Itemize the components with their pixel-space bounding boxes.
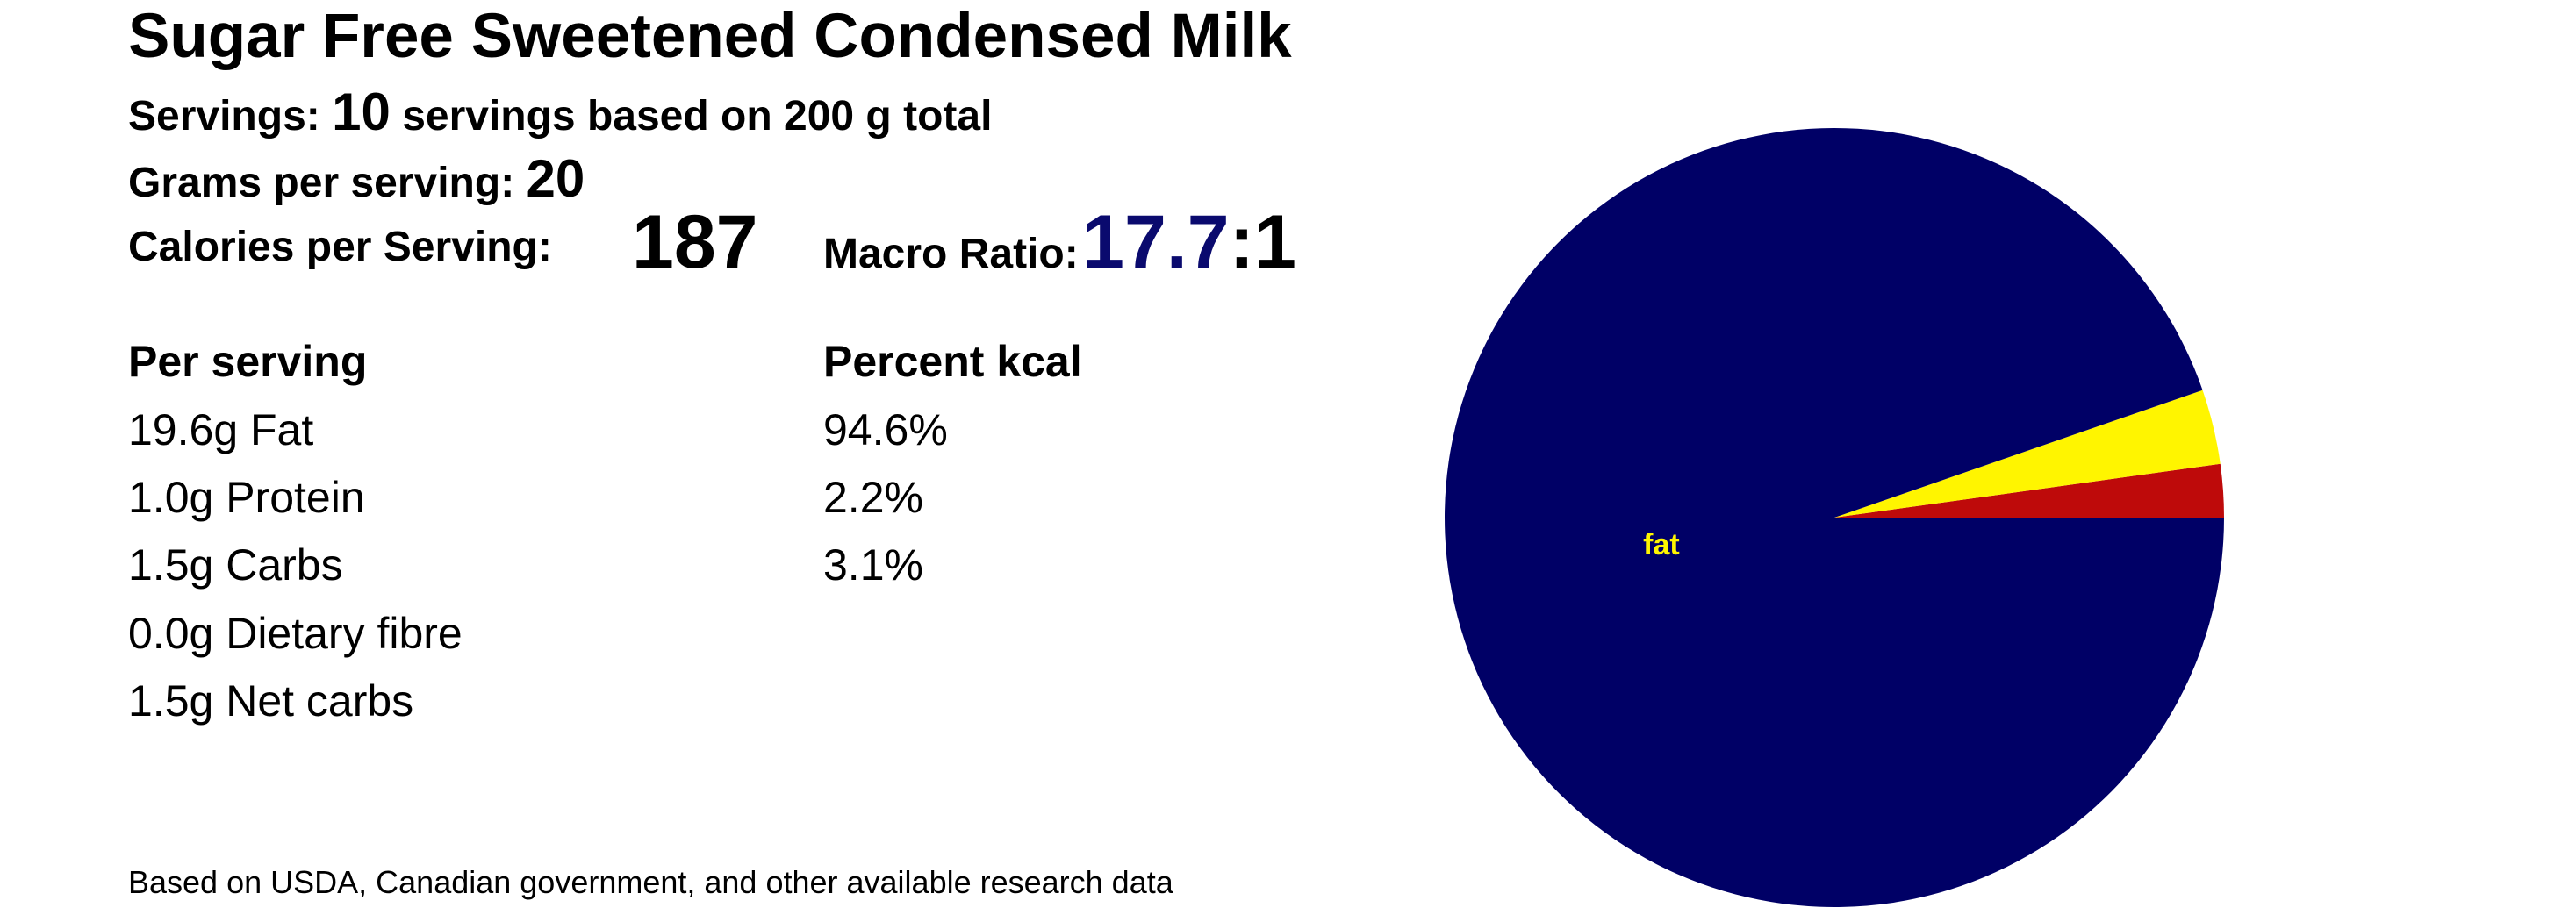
calories-label: Calories per Serving: <box>128 224 552 270</box>
percent-kcal-row: 3.1% <box>823 540 923 590</box>
per-serving-heading: Per serving <box>128 337 368 386</box>
per-serving-row: 1.5g Net carbs <box>128 676 414 726</box>
macro-ratio-value: 17.7 <box>1082 200 1230 284</box>
pie-slice-fat <box>1445 127 2224 907</box>
footnote: Based on USDA, Canadian government, and … <box>128 864 1173 900</box>
percent-kcal-heading: Percent kcal <box>823 337 1082 386</box>
servings-line: Servings: 10 servings based on 200 g tot… <box>128 86 992 143</box>
pie-slice-protein <box>1834 463 2224 518</box>
macro-pie-chart: fat <box>1445 127 2224 907</box>
percent-kcal-row: 94.6% <box>823 405 948 454</box>
page-title: Sugar Free Sweetened Condensed Milk <box>128 2 1292 71</box>
servings-label: Servings: <box>128 93 320 139</box>
per-serving-row: 0.0g Dietary fibre <box>128 609 463 658</box>
pie-slice-carbs <box>1834 390 2221 518</box>
macro-ratio: Macro Ratio: 17.7:1 <box>823 198 1296 308</box>
macro-ratio-suffix: :1 <box>1229 200 1297 284</box>
grams-per-serving-line: Grams per serving: 20 <box>128 153 585 210</box>
per-serving-row: 1.5g Carbs <box>128 540 343 590</box>
servings-suffix: servings based on 200 g total <box>402 93 993 139</box>
macro-ratio-label: Macro Ratio: <box>823 231 1079 277</box>
grams-label: Grams per serving: <box>128 160 515 206</box>
servings-value: 10 <box>332 82 391 141</box>
per-serving-row: 1.0g Protein <box>128 473 365 522</box>
per-serving-row: 19.6g Fat <box>128 405 314 454</box>
calories-value: 187 <box>632 200 758 284</box>
pie-label-fat: fat <box>1643 528 1680 561</box>
percent-kcal-row: 2.2% <box>823 473 923 522</box>
grams-value: 20 <box>526 149 585 208</box>
